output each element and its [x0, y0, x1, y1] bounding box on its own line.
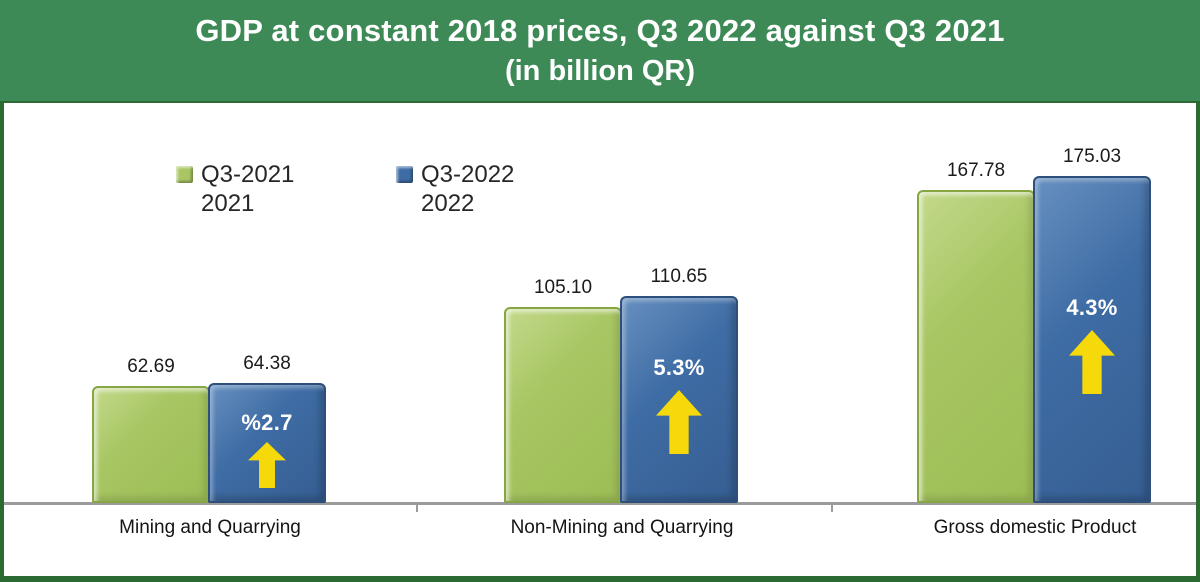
bar-value-label: 175.03 — [1062, 146, 1122, 167]
chart-title-banner: GDP at constant 2018 prices, Q3 2022 aga… — [0, 0, 1200, 103]
legend-label: Q3-2021 2021 — [201, 161, 294, 219]
legend-label: Q3-2022 2022 — [421, 161, 514, 219]
legend-label-line2: 2022 — [421, 189, 475, 217]
bar-group: 62.69 64.38 %2.7 — [92, 103, 328, 503]
chart-title-line2: (in billion QR) — [504, 55, 696, 87]
bar-q3-2021: 167.78 — [917, 160, 1035, 503]
bar-q3-2022: 110.65 5.3% — [620, 266, 738, 503]
change-percent-label: %2.7 — [241, 410, 293, 435]
bar-q3-2021: 62.69 — [92, 356, 210, 503]
legend-label-line1: Q3-2022 — [421, 161, 515, 188]
x-axis-line — [4, 502, 1196, 505]
category-label: Non-Mining and Quarrying — [510, 517, 734, 538]
legend-item-q3-2021: Q3-2021 2021 — [176, 161, 294, 219]
legend-label-line1: Q3-2021 — [201, 161, 295, 188]
legend-label-line2: 2021 — [201, 189, 255, 217]
bar-q3-2021: 105.10 — [504, 277, 622, 503]
plot-area: Q3-2021 2021 Q3-2022 2022 62.69 64.38 %2.7 105… — [4, 103, 1196, 538]
legend-item-q3-2022: Q3-2022 2022 — [396, 161, 514, 219]
bar-q3-2022: 175.03 4.3% — [1033, 146, 1151, 503]
legend-swatch — [396, 166, 413, 183]
bar-q3-2022: 64.38 %2.7 — [208, 353, 326, 503]
category-label: Gross domestic Product — [933, 517, 1137, 538]
bar-value-label: 167.78 — [946, 160, 1006, 181]
up-arrow-icon — [656, 390, 702, 454]
change-indicator: 5.3% — [622, 298, 736, 501]
bar-value-label: 110.65 — [650, 266, 708, 287]
axis-tick — [831, 502, 833, 512]
up-arrow-icon — [248, 442, 286, 488]
bar-group: 105.10 110.65 5.3% — [504, 103, 740, 503]
change-indicator: 4.3% — [1035, 178, 1149, 501]
bar-value-label: 64.38 — [243, 353, 291, 374]
bar-group: 167.78 175.03 4.3% — [917, 103, 1153, 503]
chart-frame: Q3-2021 2021 Q3-2022 2022 62.69 64.38 %2.7 105… — [0, 103, 1200, 582]
change-percent-label: 5.3% — [653, 355, 705, 380]
category-label: Mining and Quarrying — [119, 517, 301, 538]
up-arrow-icon — [1069, 330, 1115, 394]
bar-value-label: 62.69 — [127, 356, 175, 377]
legend-swatch — [176, 166, 193, 183]
change-percent-label: 4.3% — [1066, 295, 1118, 320]
chart-title-line1: GDP at constant 2018 prices, Q3 2022 aga… — [195, 13, 1005, 48]
axis-tick — [416, 502, 418, 512]
change-indicator: %2.7 — [210, 385, 324, 501]
bar-value-label: 105.10 — [533, 277, 593, 298]
